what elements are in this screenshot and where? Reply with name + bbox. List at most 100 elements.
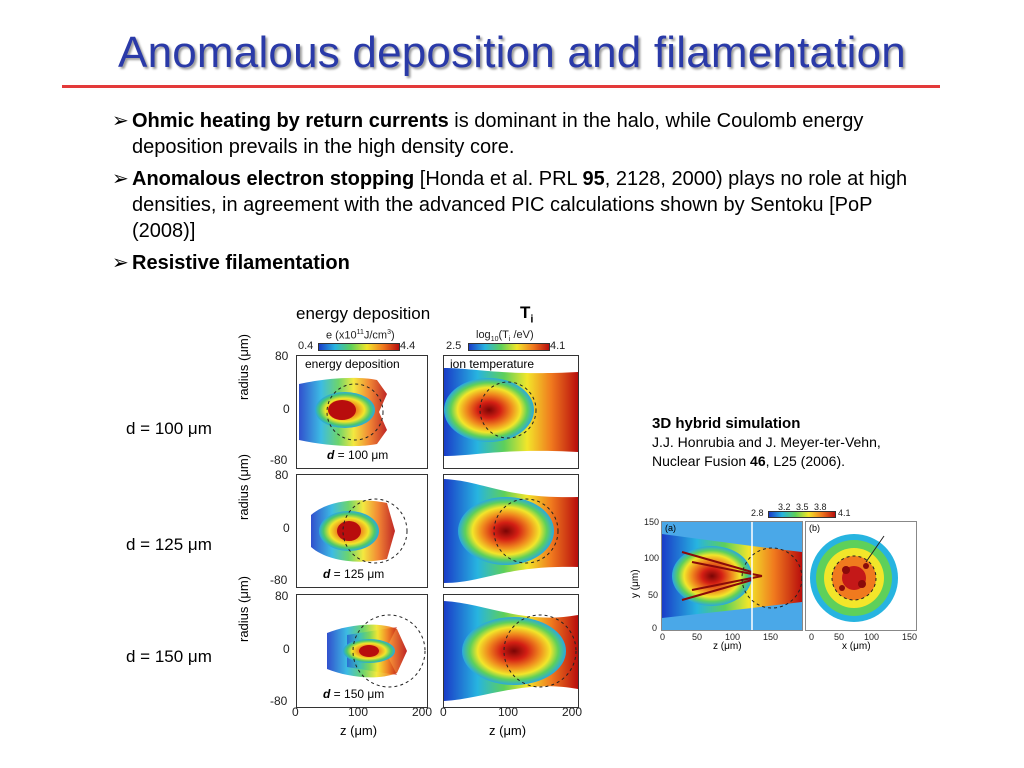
ion-temp-panel-d125	[443, 474, 579, 588]
cbar2-title-sub: 10	[490, 336, 499, 344]
right-x-tick: 50	[834, 632, 845, 642]
colorbar1-min: 0.4	[298, 340, 314, 352]
colorbar2-min: 2.5	[446, 340, 462, 352]
bullet-text: , 2128, 2000) plays no role at high dens…	[132, 168, 908, 242]
panel-b: (b) > 10 keV	[805, 521, 917, 631]
panel-inset-label: d = 125 μm	[323, 567, 384, 581]
y-tick-label: 0	[283, 521, 290, 535]
panel-a-label: (a)	[665, 523, 676, 533]
bullet-text: [Honda et al. PRL	[414, 168, 583, 190]
y-axis-label: radius (μm)	[236, 334, 251, 400]
inset-val: = 150 μm	[330, 687, 385, 701]
panel-b-label: (b)	[809, 523, 820, 533]
y-tick-label: 80	[275, 468, 289, 482]
bullet-bold: 95	[582, 168, 605, 190]
right-x-tick: 100	[725, 632, 741, 642]
colorbar1-max: 4.4	[400, 340, 416, 352]
right-x-tick: 150	[902, 632, 918, 642]
ref-line2-bold: 46	[750, 453, 766, 469]
row-label-d125: d = 125 μm	[126, 535, 212, 554]
inset-val: = 100 μm	[334, 448, 389, 462]
bullet-text: is dominant in the halo, while Coulomb e…	[132, 110, 864, 158]
rcbar-label: 3.2	[778, 502, 791, 512]
rcbar-label: 2.8	[751, 508, 764, 518]
row-label-d150: d = 150 μm	[126, 647, 212, 666]
arrow-bullet-icon: ➢	[112, 168, 129, 190]
x-tick-label: 100	[498, 705, 519, 719]
energy-panel-d150: d = 150 μm	[296, 594, 428, 708]
bullet-bold: Anomalous electron stopping	[132, 168, 415, 190]
arrow-bullet-icon: ➢	[112, 110, 129, 132]
slide-title: Anomalous deposition and filamentation	[118, 28, 906, 77]
rcbar-label: 4.1	[838, 508, 851, 518]
x-tick-label: 0	[292, 705, 299, 719]
right-y-tick: 150	[644, 517, 660, 527]
cbar1-title-a: e (x10	[326, 329, 357, 342]
x-axis-label: z (μm)	[340, 723, 378, 738]
reference-line1: J.J. Honrubia and J. Meyer-ter-Vehn,	[652, 434, 881, 450]
panel-inner-label: ion temperature	[450, 357, 535, 371]
bullet-item: ➢ Ohmic heating by return currents is do…	[112, 108, 932, 160]
column-label-ti-text: T	[520, 303, 531, 322]
inset-d: d	[327, 448, 335, 462]
column-label-ti: Ti	[520, 303, 533, 325]
panel-inset-label: d = 150 μm	[323, 687, 384, 701]
column-label-ti-sub: i	[530, 313, 534, 326]
right-y-tick: 50	[648, 590, 659, 600]
reference-block: 3D hybrid simulation J.J. Honrubia and J…	[652, 414, 952, 471]
panel-b-annotation: > 10 keV	[862, 524, 902, 535]
y-tick-label: -80	[270, 453, 288, 467]
right-x-tick: 0	[660, 632, 666, 642]
right-y-tick: 100	[644, 553, 660, 563]
rcbar-label: 3.8	[814, 502, 827, 512]
right-x-tick: 50	[692, 632, 703, 642]
reference-heading: 3D hybrid simulation	[652, 415, 801, 432]
bullet-bold: Resistive filamentation	[132, 252, 350, 274]
y-tick-label: 0	[283, 642, 290, 656]
title-underline	[62, 85, 940, 88]
right-x-label-b: x (μm)	[842, 641, 871, 652]
cbar1-title-c: )	[391, 329, 395, 342]
panel-a: (a)	[661, 521, 803, 631]
y-tick-label: -80	[270, 694, 288, 708]
ref-line2-pre: Nuclear Fusion	[652, 453, 751, 469]
ion-temp-panel-d100: ion temperature	[443, 355, 579, 469]
right-y-axis-label: y (μm)	[630, 569, 641, 598]
cbar1-title-sup2: 3	[387, 329, 391, 336]
colorbar2-max: 4.1	[550, 340, 566, 352]
ion-temp-panel-d150	[443, 594, 579, 708]
reference-line2: Nuclear Fusion 46, L25 (2006).	[652, 452, 952, 471]
x-tick-label: 200	[562, 705, 583, 719]
inset-d: d	[323, 567, 331, 581]
right-colorbar	[768, 511, 836, 518]
right-x-tick: 150	[763, 632, 779, 642]
right-x-tick: 0	[809, 632, 815, 642]
cbar2-title-a: log	[476, 329, 491, 341]
right-x-tick: 100	[864, 632, 880, 642]
row-label-d100: d = 100 μm	[126, 419, 212, 438]
ref-line2-post: , L25 (2006).	[765, 453, 846, 469]
x-tick-label: 100	[348, 705, 369, 719]
y-axis-label: radius (μm)	[236, 576, 251, 642]
x-axis-label: z (μm)	[489, 723, 527, 738]
bullet-item: ➢ Resistive filamentation	[112, 250, 932, 276]
energy-panel-d125: d = 125 μm	[296, 474, 428, 588]
bullet-bold: Ohmic heating by return currents	[132, 110, 449, 132]
colorbar1-title: e (x1011J/cm3)	[326, 329, 395, 342]
cbar2-title-c: /eV)	[510, 329, 534, 341]
cbar1-title-b: J/cm	[363, 329, 388, 342]
y-tick-label: 80	[275, 349, 289, 363]
cbar2-title-b: (T	[498, 329, 509, 341]
y-axis-label: radius (μm)	[236, 454, 251, 520]
panel-inset-label: d = 100 μm	[327, 448, 388, 462]
bullet-list: ➢ Ohmic heating by return currents is do…	[112, 108, 932, 282]
colorbar2-title: log10(Ti /eV)	[476, 329, 534, 343]
cbar1-title-sup: 11	[356, 329, 364, 336]
inset-val: = 125 μm	[330, 567, 385, 581]
right-y-tick: 0	[652, 623, 658, 633]
panel-inner-label: energy deposition	[305, 357, 400, 371]
y-tick-label: 0	[283, 402, 290, 416]
colorbar1	[318, 343, 400, 351]
x-tick-label: 0	[440, 705, 447, 719]
inset-d: d	[323, 687, 331, 701]
